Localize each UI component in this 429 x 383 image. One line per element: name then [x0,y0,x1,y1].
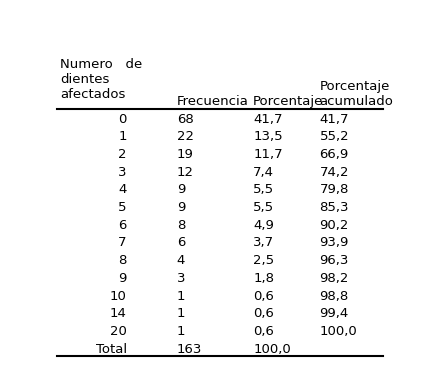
Text: 6: 6 [118,219,127,232]
Text: 9: 9 [177,201,185,214]
Text: 10: 10 [110,290,127,303]
Text: 9: 9 [118,272,127,285]
Text: 19: 19 [177,148,193,161]
Text: 4,9: 4,9 [253,219,274,232]
Text: 4: 4 [177,254,185,267]
Text: 0,6: 0,6 [253,307,274,320]
Text: 5,5: 5,5 [253,201,274,214]
Text: 5,5: 5,5 [253,183,274,196]
Text: 22: 22 [177,130,193,143]
Text: 1: 1 [118,130,127,143]
Text: 0: 0 [118,113,127,126]
Text: Porcentaje: Porcentaje [253,95,323,108]
Text: 0,6: 0,6 [253,325,274,338]
Text: 100,0: 100,0 [253,343,291,356]
Text: 8: 8 [177,219,185,232]
Text: 6: 6 [177,236,185,249]
Text: 11,7: 11,7 [253,148,283,161]
Text: 0,6: 0,6 [253,290,274,303]
Text: 98,8: 98,8 [320,290,349,303]
Text: Numero   de
dientes
afectados: Numero de dientes afectados [60,58,142,101]
Text: Frecuencia: Frecuencia [177,95,248,108]
Text: 66,9: 66,9 [320,148,349,161]
Text: 2,5: 2,5 [253,254,274,267]
Text: 7: 7 [118,236,127,249]
Text: Total: Total [96,343,127,356]
Text: 98,2: 98,2 [320,272,349,285]
Text: 3: 3 [118,166,127,179]
Text: 20: 20 [110,325,127,338]
Text: 1: 1 [177,290,185,303]
Text: 74,2: 74,2 [320,166,349,179]
Text: 1: 1 [177,307,185,320]
Text: 7,4: 7,4 [253,166,274,179]
Text: 13,5: 13,5 [253,130,283,143]
Text: 9: 9 [177,183,185,196]
Text: 68: 68 [177,113,193,126]
Text: 41,7: 41,7 [253,113,283,126]
Text: 96,3: 96,3 [320,254,349,267]
Text: 3: 3 [177,272,185,285]
Text: 1: 1 [177,325,185,338]
Text: 41,7: 41,7 [320,113,349,126]
Text: 12: 12 [177,166,193,179]
Text: 5: 5 [118,201,127,214]
Text: Porcentaje
acumulado: Porcentaje acumulado [320,80,393,108]
Text: 99,4: 99,4 [320,307,349,320]
Text: 90,2: 90,2 [320,219,349,232]
Text: 100,0: 100,0 [320,325,357,338]
Text: 4: 4 [118,183,127,196]
Text: 163: 163 [177,343,202,356]
Text: 3,7: 3,7 [253,236,274,249]
Text: 2: 2 [118,148,127,161]
Text: 1,8: 1,8 [253,272,274,285]
Text: 8: 8 [118,254,127,267]
Text: 85,3: 85,3 [320,201,349,214]
Text: 14: 14 [110,307,127,320]
Text: 79,8: 79,8 [320,183,349,196]
Text: 55,2: 55,2 [320,130,349,143]
Text: 93,9: 93,9 [320,236,349,249]
